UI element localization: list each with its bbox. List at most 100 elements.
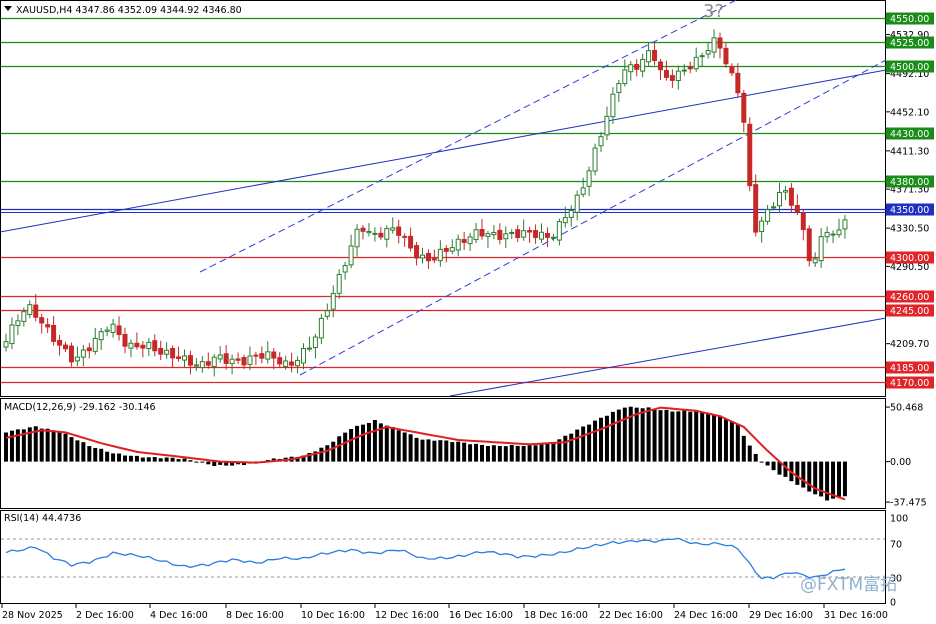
macd-bar-91 (545, 442, 550, 462)
macd-title: MACD(12,26,9) -29.162 -30.146 (4, 402, 156, 413)
level-label-5: 4350.00 (890, 205, 929, 216)
level-tag-6 (886, 251, 934, 264)
macd-bar-98 (587, 424, 592, 462)
horizontal-levels (1, 17, 886, 384)
candle-body-5 (33, 304, 39, 318)
candle-body-39 (235, 358, 241, 361)
macd-bar-23 (140, 457, 145, 462)
macd-bar-130 (777, 461, 782, 475)
candle-body-4 (27, 304, 33, 316)
time-label-2: 4 Dec 16:00 (150, 610, 208, 621)
macd-signal-line (5, 406, 846, 501)
macd-bar-136 (813, 461, 818, 495)
level-label-1: 4525.00 (890, 38, 929, 49)
time-label-3: 8 Dec 16:00 (226, 610, 284, 621)
macd-histogram (4, 406, 847, 501)
bottom-trend-line (449, 317, 887, 397)
macd-bar-45 (271, 458, 276, 462)
candle-body-128 (765, 209, 771, 222)
candle-body-70 (420, 254, 425, 259)
candle-body-71 (425, 252, 431, 262)
candle-body-127 (759, 220, 765, 233)
candle-body-90 (539, 231, 544, 240)
macd-bar-18 (111, 453, 116, 462)
candle-body-107 (640, 58, 646, 72)
candle-body-79 (473, 229, 479, 241)
candle-body-95 (568, 210, 574, 218)
macd-bar-72 (432, 440, 437, 462)
candle-body-100 (598, 136, 604, 147)
price-tick-4: 4371.30 (890, 185, 929, 196)
level-label-7: 4260.00 (890, 292, 929, 303)
rsi-axis: 100 70 30 0 (890, 514, 908, 609)
candle-body-105 (628, 64, 634, 73)
macd-bar-113 (676, 411, 681, 462)
symbol-collapse-icon[interactable] (4, 6, 12, 11)
price-tick-6: 4290.50 (890, 262, 929, 273)
macd-bar-19 (117, 453, 122, 462)
macd-bar-21 (128, 455, 133, 462)
candle-body-118 (705, 50, 711, 55)
rsi-tick-3: 0 (890, 598, 896, 609)
candle-body-86 (515, 229, 521, 238)
macd-bar-83 (497, 445, 502, 462)
macd-bar-27 (164, 457, 169, 462)
macd-bar-37 (224, 461, 229, 466)
level-tag-9 (886, 361, 934, 374)
macd-bar-38 (230, 461, 235, 466)
candle-body-91 (544, 232, 550, 238)
candle-body-63 (378, 232, 384, 238)
candle-body-84 (503, 233, 509, 240)
macd-bar-107 (640, 408, 645, 462)
time-label-0: 28 Nov 2025 (2, 610, 63, 621)
macd-bar-95 (569, 433, 574, 462)
candle-body-40 (241, 357, 247, 366)
candle-body-62 (372, 232, 378, 235)
candle-body-72 (431, 258, 437, 261)
macd-bar-117 (700, 411, 705, 462)
rsi-title: RSI(14) 44.4736 (4, 513, 81, 524)
macd-bar-33 (200, 461, 205, 463)
macd-bar-59 (355, 425, 360, 462)
candle-body-1 (9, 324, 15, 345)
macd-bar-106 (634, 407, 639, 462)
macd-bar-22 (134, 455, 139, 462)
macd-bar-137 (819, 461, 824, 497)
candle-body-43 (259, 353, 265, 359)
candle-body-45 (271, 351, 277, 359)
macd-bar-0 (4, 432, 8, 462)
macd-bar-119 (712, 414, 717, 462)
candle-body-51 (306, 347, 312, 350)
macd-bar-101 (604, 415, 609, 462)
macd-bar-17 (105, 451, 110, 462)
candle-body-81 (485, 233, 491, 237)
macd-bar-105 (628, 406, 633, 462)
macd-bar-3 (21, 429, 26, 462)
macd-bar-32 (194, 461, 199, 463)
macd-bar-108 (646, 407, 651, 462)
candle-body-65 (390, 227, 396, 231)
candle-body-115 (687, 66, 693, 70)
rsi-line (5, 537, 846, 580)
macd-bar-139 (831, 461, 836, 499)
macd-bar-64 (384, 425, 389, 462)
macd-bar-90 (539, 444, 544, 462)
macd-bar-57 (343, 432, 348, 462)
rsi-tick-1: 70 (890, 539, 902, 550)
price-tick-1: 4492.10 (890, 69, 929, 80)
time-label-7: 18 Dec 16:00 (524, 610, 588, 621)
macd-bar-14 (87, 446, 92, 462)
macd-bar-78 (468, 444, 473, 462)
price-tick-5: 4330.50 (890, 224, 929, 235)
macd-bar-16 (99, 448, 104, 462)
candle-body-135 (806, 228, 812, 262)
macd-bar-82 (491, 445, 496, 462)
candles (3, 29, 848, 377)
macd-bar-116 (694, 411, 699, 462)
macd-axis: 50.468 0.00 -37.475 (886, 403, 927, 509)
macd-bar-125 (747, 445, 752, 462)
candle-body-125 (747, 123, 753, 187)
macd-tick-0: 50.468 (890, 403, 923, 414)
level-tag-0 (886, 12, 934, 25)
